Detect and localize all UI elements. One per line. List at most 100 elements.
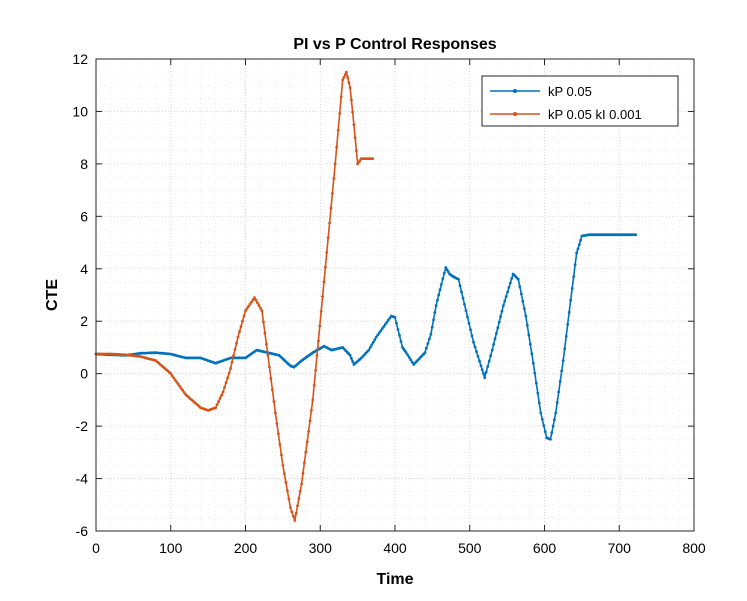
data-point [253, 296, 256, 299]
data-point [332, 177, 336, 181]
data-point [262, 320, 265, 324]
data-point [564, 335, 568, 338]
ticks: 0 100 200 300 400 500 600 700 800 -6 -4 -2 0 2 4 6 8 10 12 [72, 51, 705, 556]
data-point [570, 287, 574, 290]
data-point [300, 482, 303, 486]
data-point [259, 306, 262, 310]
data-point [260, 309, 264, 313]
data-point [438, 288, 442, 292]
data-point [432, 318, 435, 322]
data-point [176, 382, 180, 386]
data-point [504, 295, 508, 298]
data-point [483, 376, 487, 379]
data-point [561, 359, 565, 362]
data-point [469, 328, 472, 331]
data-point [266, 353, 270, 357]
data-point [410, 360, 414, 364]
data-point [566, 323, 570, 326]
data-point [175, 380, 179, 384]
data-point [268, 365, 271, 369]
data-point [553, 418, 556, 421]
data-point [406, 353, 410, 357]
data-point [502, 304, 505, 307]
data-point [579, 238, 582, 242]
data-point [576, 247, 580, 251]
data-point [351, 110, 354, 114]
data-point [530, 352, 534, 356]
data-point [496, 326, 500, 330]
data-point [460, 290, 463, 294]
data-point [490, 348, 494, 352]
data-point [430, 325, 434, 329]
data-point [236, 335, 240, 339]
data-point [301, 471, 305, 475]
y-tick-label: 0 [80, 366, 88, 382]
data-point [484, 370, 488, 374]
data-point [272, 400, 276, 403]
data-point [271, 388, 274, 392]
y-tick-label: 12 [72, 51, 88, 67]
data-point [507, 286, 511, 289]
data-point [250, 300, 253, 304]
data-point [274, 411, 277, 415]
data-point [467, 321, 471, 325]
data-point [379, 329, 383, 333]
data-point [493, 337, 497, 341]
data-point [473, 345, 477, 349]
data-point [516, 277, 520, 281]
data-point [475, 350, 478, 353]
data-point [238, 330, 241, 334]
data-point [429, 332, 433, 336]
data-point [457, 277, 460, 281]
x-tick-label: 500 [458, 540, 482, 556]
data-point [534, 381, 538, 385]
data-point [169, 372, 173, 376]
data-point [437, 293, 441, 297]
y-tick-label: -4 [76, 471, 89, 487]
data-point [540, 417, 544, 421]
data-point [510, 277, 514, 280]
data-point [536, 391, 540, 395]
data-point [539, 411, 543, 415]
data-point [423, 351, 427, 355]
data-point [247, 305, 250, 308]
data-point [563, 347, 567, 350]
data-point [476, 355, 480, 358]
data-point [577, 243, 581, 246]
data-point [425, 346, 428, 350]
y-tick-label: -6 [76, 523, 89, 539]
data-point [178, 384, 182, 388]
data-point [385, 320, 389, 324]
data-point [297, 497, 301, 500]
x-tick-label: 300 [309, 540, 333, 556]
data-point [241, 319, 244, 323]
data-point [347, 81, 351, 84]
data-point [407, 356, 411, 359]
data-point [557, 390, 561, 394]
x-axis-label: Time [376, 571, 413, 588]
data-point [528, 342, 532, 346]
data-point [461, 296, 465, 300]
x-tick-label: 700 [608, 540, 632, 556]
data-point [521, 299, 525, 303]
data-point [388, 316, 392, 320]
data-point [479, 364, 483, 368]
data-point [179, 387, 183, 390]
series-kp-markers [94, 233, 638, 441]
data-point [263, 331, 267, 335]
data-point [567, 310, 571, 314]
data-point [573, 263, 577, 267]
y-tick-label: 2 [80, 313, 88, 329]
data-point [370, 343, 374, 347]
data-point [550, 431, 554, 435]
data-point [256, 301, 259, 305]
data-point [307, 430, 310, 433]
data-point [277, 432, 280, 436]
data-point [226, 376, 230, 380]
data-point [380, 327, 384, 330]
data-point [371, 157, 374, 161]
data-point [242, 314, 246, 318]
data-point [533, 371, 537, 375]
data-point [333, 162, 337, 166]
data-point [634, 233, 638, 237]
